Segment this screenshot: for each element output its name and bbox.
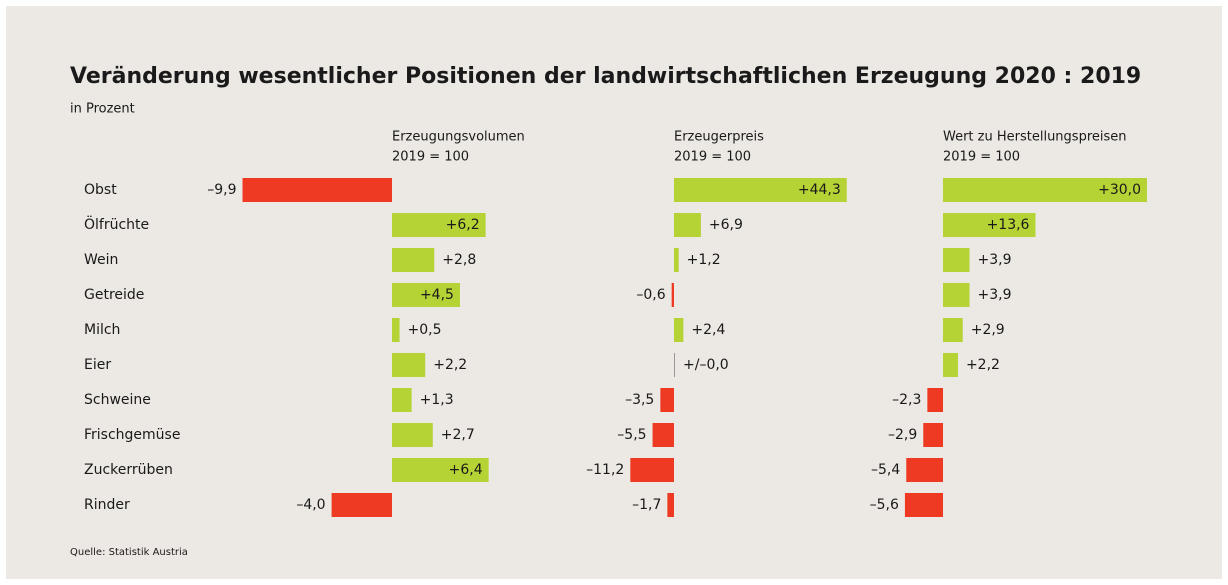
value-label: –0,6 (636, 287, 665, 303)
bar (392, 458, 489, 482)
category-label: Rinder (84, 497, 130, 513)
panel-title: Erzeugungsvolumen (392, 130, 525, 145)
value-label: +3,9 (978, 252, 1012, 268)
bar (674, 353, 675, 377)
bar (392, 213, 486, 237)
bar (927, 388, 943, 412)
value-label: +4,5 (420, 287, 454, 303)
bar (943, 318, 963, 342)
value-label: +0,5 (408, 322, 442, 338)
bar (943, 248, 970, 272)
value-label: –5,6 (870, 497, 899, 513)
category-label: Eier (84, 357, 111, 373)
category-label: Schweine (84, 392, 151, 408)
panel-subtitle: 2019 = 100 (674, 150, 751, 165)
value-label: –5,4 (871, 462, 900, 478)
value-label: –9,9 (207, 182, 236, 198)
bar (660, 388, 674, 412)
category-label: Zuckerrüben (84, 462, 173, 478)
bar (674, 178, 847, 202)
bar (392, 318, 400, 342)
chart-subtitle: in Prozent (70, 102, 135, 117)
value-label: +2,2 (966, 357, 1000, 373)
value-label: +2,8 (442, 252, 476, 268)
value-label: –5,5 (617, 427, 646, 443)
bar (392, 248, 435, 272)
bar (906, 458, 943, 482)
category-label: Frischgemüse (84, 427, 180, 443)
value-label: –2,3 (892, 392, 921, 408)
value-label: +/–0,0 (683, 357, 729, 373)
value-label: +2,7 (441, 427, 475, 443)
value-label: +6,4 (449, 462, 483, 478)
bar (671, 283, 674, 307)
value-label: +6,2 (446, 217, 480, 233)
bar (943, 283, 970, 307)
bar (674, 213, 701, 237)
panel-subtitle: 2019 = 100 (943, 150, 1020, 165)
value-label: –4,0 (296, 497, 325, 513)
category-label: Obst (84, 182, 117, 198)
value-label: +44,3 (798, 182, 841, 198)
bar (667, 493, 674, 517)
value-label: –1,7 (632, 497, 661, 513)
panel-title: Wert zu Herstellungspreisen (943, 130, 1127, 145)
bar (923, 423, 943, 447)
bar (652, 423, 674, 447)
category-label: Getreide (84, 287, 144, 303)
bar (943, 213, 1036, 237)
category-label: Ölfrüchte (84, 215, 149, 233)
value-label: +2,2 (433, 357, 467, 373)
value-label: +1,2 (687, 252, 721, 268)
bar (392, 388, 412, 412)
bar (674, 318, 684, 342)
category-label: Wein (84, 252, 118, 268)
background (6, 6, 1222, 579)
panel-title: Erzeugerpreis (674, 130, 764, 145)
bar (392, 423, 433, 447)
bar (392, 353, 426, 377)
value-label: +3,9 (978, 287, 1012, 303)
source: Quelle: Statistik Austria (70, 547, 188, 558)
bar (943, 353, 958, 377)
bar (331, 493, 392, 517)
value-label: –11,2 (586, 462, 624, 478)
bar (242, 178, 392, 202)
value-label: +1,3 (420, 392, 454, 408)
value-label: +2,9 (971, 322, 1005, 338)
chart-title: Veränderung wesentlicher Positionen der … (70, 64, 1141, 89)
bar (904, 493, 943, 517)
value-label: +6,9 (709, 217, 743, 233)
value-label: +30,0 (1098, 182, 1141, 198)
value-label: –2,9 (888, 427, 917, 443)
bar (943, 178, 1147, 202)
category-label: Milch (84, 322, 120, 338)
value-label: +2,4 (691, 322, 725, 338)
panel-subtitle: 2019 = 100 (392, 150, 469, 165)
bar (392, 283, 460, 307)
value-label: –3,5 (625, 392, 654, 408)
bar (674, 248, 679, 272)
bar (630, 458, 674, 482)
value-label: +13,6 (987, 217, 1030, 233)
